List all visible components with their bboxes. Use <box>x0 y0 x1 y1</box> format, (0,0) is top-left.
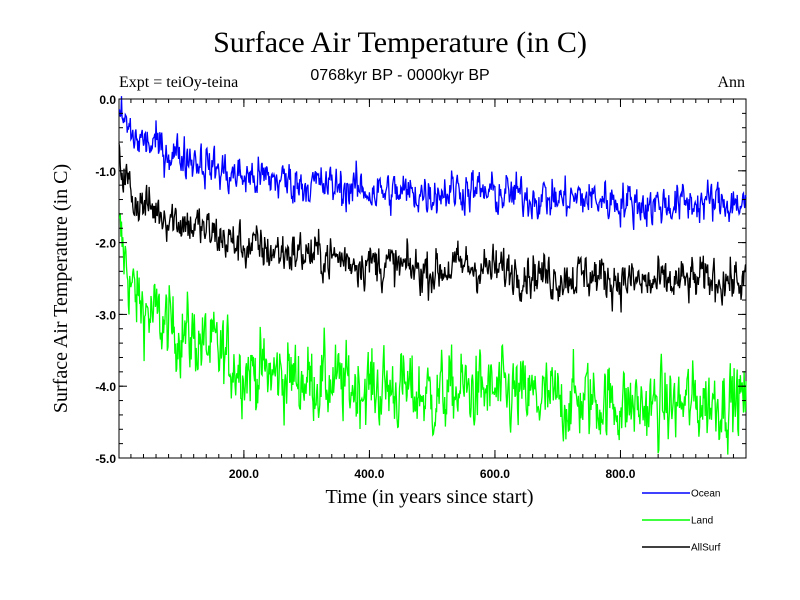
series-line-ocean <box>118 96 747 230</box>
legend-label-land: Land <box>691 516 713 527</box>
legend-label-ocean: Ocean <box>691 489 720 500</box>
legend-label-allsurf: AllSurf <box>691 543 721 554</box>
x-tick-label: 200.0 <box>229 467 259 481</box>
y-tick-label: 0.0 <box>99 93 116 107</box>
experiment-label: Expt = teiOy-teina <box>119 74 239 91</box>
y-tick-label: -1.0 <box>95 165 116 179</box>
chart-title: Surface Air Temperature (in C) <box>213 26 587 59</box>
series-line-land <box>118 213 747 455</box>
chart-subtitle: 0768kyr BP - 0000kyr BP <box>310 67 490 84</box>
x-tick-label: 800.0 <box>605 467 635 481</box>
y-tick-label: -4.0 <box>95 380 116 394</box>
x-axis-title: Time (in years since start) <box>325 486 533 508</box>
y-tick-label: -2.0 <box>95 237 116 251</box>
x-tick-label: 400.0 <box>354 467 384 481</box>
y-tick-label: -5.0 <box>95 452 116 466</box>
season-label: Ann <box>717 74 745 91</box>
y-axis-title: Surface Air Temperature (in C) <box>50 164 72 413</box>
series-line-allsurf <box>118 143 747 313</box>
y-tick-label: -3.0 <box>95 308 116 322</box>
x-tick-label: 600.0 <box>480 467 510 481</box>
